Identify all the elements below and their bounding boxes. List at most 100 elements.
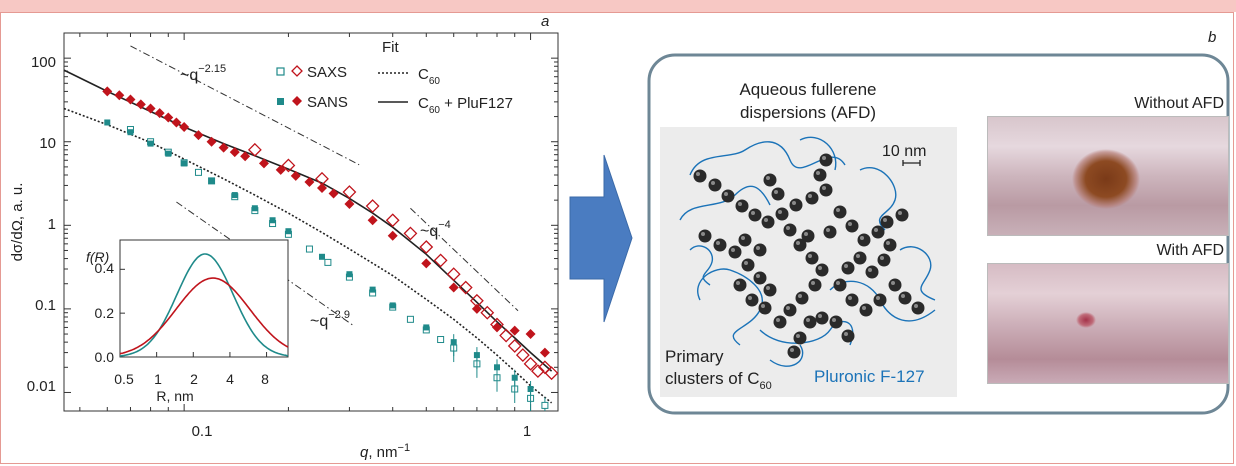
c60-ball-highlight	[766, 176, 770, 180]
saxs-c60-plu-point	[480, 305, 495, 320]
c60-ball-highlight	[818, 266, 822, 270]
slope-label-215: ~q−2.15	[180, 63, 226, 84]
c60-ball-highlight	[756, 274, 760, 278]
axis-ticks	[64, 32, 558, 411]
legend-saxs-red-marker	[291, 65, 303, 77]
sans-c60-plu-point	[421, 258, 432, 269]
saxs-c60-point	[406, 315, 414, 323]
saxs-c60-plu-point	[523, 356, 538, 371]
afd-title-line2: dispersions (AFD)	[740, 103, 876, 122]
c60-ball	[773, 315, 787, 329]
c60-ball-highlight	[844, 332, 848, 336]
sans-c60-plu-point	[135, 99, 146, 110]
sans-c60-plu-point	[240, 151, 251, 162]
c60-ball-highlight	[883, 218, 887, 222]
c60-ball	[819, 183, 833, 197]
c60-ball-highlight	[848, 222, 852, 226]
x-axis-unit: , nm	[368, 444, 397, 461]
c60-ball-highlight	[806, 318, 810, 322]
photo-with-afd	[987, 263, 1229, 384]
saxs-c60-plu-point	[507, 339, 522, 353]
inset-curves	[119, 253, 289, 358]
sans-c60-plu-point	[145, 103, 156, 114]
c60-ball	[753, 271, 767, 285]
slope-guide-line	[176, 201, 355, 327]
slope-exponent: −4	[438, 219, 451, 231]
inset-x-tick: 0.5	[114, 371, 134, 387]
c60-ball-highlight	[886, 241, 890, 245]
sans-c60-plu-point	[171, 117, 182, 128]
scale-bar-label: 10 nm	[882, 143, 926, 160]
c60-ball-highlight	[778, 210, 782, 214]
afd-title-line1: Aqueous fullerene	[739, 80, 876, 99]
c60-ball	[823, 225, 837, 239]
c60-ball	[857, 233, 871, 247]
legend-c60-plu-label: C60 + PluF127	[418, 95, 513, 116]
saxs-c60-plu-point	[433, 253, 448, 268]
sans-c60-point	[511, 374, 518, 381]
c60-ball	[803, 315, 817, 329]
sans-c60-plu-point	[509, 325, 520, 336]
c60-ball-highlight	[748, 296, 752, 300]
c60-ball	[841, 261, 855, 275]
c60-ball-highlight	[868, 268, 872, 272]
sans-c60-point	[181, 160, 188, 167]
c60-ball-highlight	[764, 218, 768, 222]
primary-clusters-text: clusters of C	[665, 369, 759, 388]
legend-fit-header: Fit	[382, 39, 399, 56]
c60-ball-highlight	[731, 248, 735, 252]
pluronic-chain	[679, 185, 771, 221]
sans-c60-plu-point	[206, 136, 217, 147]
c60-ball	[771, 187, 785, 201]
c60-ball-highlight	[774, 190, 778, 194]
c60-ball-highlight	[804, 232, 808, 236]
sans-c60-plu-point	[229, 147, 240, 158]
c60-ball-highlight	[860, 236, 864, 240]
y-tick-label: 0.1	[35, 297, 56, 314]
sans-c60-point	[389, 302, 396, 309]
c60-ball-highlight	[786, 226, 790, 230]
y-tick-label: 1	[48, 216, 56, 233]
inset-frame	[119, 239, 289, 358]
c60-ball-highlight	[880, 256, 884, 260]
sans-c60-point	[208, 177, 215, 184]
sans-c60-plu-point	[539, 347, 550, 358]
right-arrow-icon	[569, 154, 633, 323]
c60-ball-highlight	[696, 172, 700, 176]
pluronic-chains	[679, 136, 936, 367]
c60-ball-highlight	[844, 264, 848, 268]
sans-c60-plu-point	[163, 112, 174, 123]
legend-sans-red-marker	[292, 96, 302, 106]
sans-c60-point	[473, 352, 480, 359]
saxs-c60-point	[437, 336, 445, 344]
c60-ball	[793, 331, 807, 345]
saxs-c60-plu-point	[446, 267, 461, 282]
sans-c60-plu-point	[448, 282, 459, 293]
sans-c60-plu-point	[344, 198, 355, 209]
pluronic-chain	[859, 167, 897, 231]
sans-c60-plu-point	[218, 142, 229, 153]
saxs-c60-plu-point	[458, 280, 473, 295]
y-tick-label: 100	[31, 54, 56, 71]
sans-c60-plu-point	[316, 182, 327, 193]
c60-ball	[805, 191, 819, 205]
pluronic-chain	[759, 320, 854, 346]
c60-ball-highlight	[736, 281, 740, 285]
legend-subscript: 60	[429, 105, 441, 116]
c60-ball-highlight	[816, 171, 820, 175]
inset-x-tick: 8	[261, 371, 269, 387]
sans-c60-point	[450, 339, 457, 346]
c60-ball-highlight	[818, 314, 822, 318]
c60-ball-highlight	[798, 294, 802, 298]
c60-ball	[741, 258, 755, 272]
c60-ball-highlight	[914, 304, 918, 308]
inset-y-tick: 0.4	[95, 260, 115, 276]
inset-y-tick: 0.0	[95, 349, 115, 365]
saxs-c60-plu-point	[515, 348, 530, 363]
c60-ball	[883, 238, 897, 252]
c60-ball-highlight	[796, 334, 800, 338]
c60-ball	[833, 278, 847, 292]
sans-c60-plu-point	[328, 188, 339, 199]
c60-ball	[735, 199, 749, 213]
